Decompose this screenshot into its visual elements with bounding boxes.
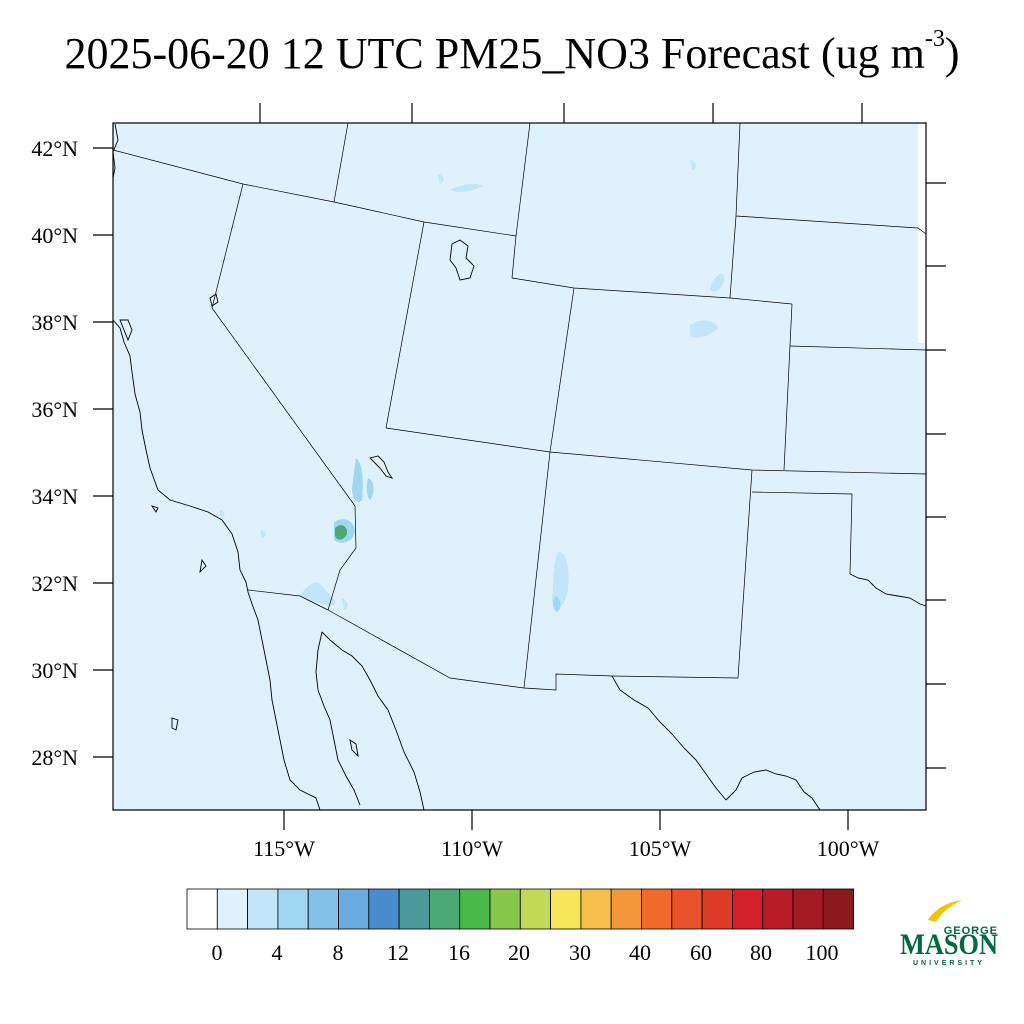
colorbar-box <box>792 888 824 930</box>
lat-label: 34°N <box>31 484 78 509</box>
colorbar-label: 30 <box>569 940 591 965</box>
lat-label: 40°N <box>31 223 78 248</box>
colorbar-label: 80 <box>750 940 772 965</box>
colorbar-box <box>822 888 854 930</box>
colorbar-box <box>368 888 400 930</box>
colorbar-label: 100 <box>806 940 839 965</box>
title-suffix: ) <box>944 29 960 78</box>
colorbar-label: 40 <box>629 940 651 965</box>
colorbar-label: 0 <box>212 940 223 965</box>
map-frame <box>112 122 927 811</box>
colorbar-box <box>216 888 249 930</box>
lat-label: 28°N <box>31 745 78 770</box>
lon-label: 110°W <box>441 836 503 861</box>
logo-bottom-text: UNIVERSITY <box>913 960 985 967</box>
lat-labels: 42°N 40°N 38°N 36°N 34°N 32°N 30°N 28°N <box>31 136 78 770</box>
lon-label: 115°W <box>253 836 315 861</box>
colorbar-box <box>732 888 764 930</box>
map-edge-strip <box>918 123 926 343</box>
colorbar-label: 8 <box>333 940 344 965</box>
lat-label: 38°N <box>31 310 78 335</box>
colorbar-label: 20 <box>508 940 530 965</box>
logo-top-text: GEORGE <box>944 925 998 937</box>
colorbar-label: 4 <box>272 940 283 965</box>
colorbar-labels: 0 4 8 12 16 20 30 40 60 80 100 <box>212 940 839 965</box>
top-ticks <box>259 103 863 123</box>
lat-label: 32°N <box>31 571 78 596</box>
colorbar-box <box>701 888 733 930</box>
colorbar-box <box>186 888 218 930</box>
colorbar-box <box>338 888 370 930</box>
lat-label: 36°N <box>31 397 78 422</box>
colorbar-box <box>277 888 309 930</box>
colorbar-label: 12 <box>387 940 409 965</box>
title-text: 2025-06-20 12 UTC PM25_NO3 Forecast (ug … <box>64 29 925 78</box>
colorbar-label: 60 <box>690 940 712 965</box>
lon-label: 100°W <box>817 836 880 861</box>
left-ticks <box>93 147 113 758</box>
colorbar-box <box>671 888 703 930</box>
colorbar <box>186 888 854 930</box>
colorbar-box <box>519 888 551 930</box>
map-background <box>113 123 926 810</box>
concentration-patches <box>220 160 725 612</box>
colorbar-box <box>641 888 673 930</box>
colorbar-box <box>550 888 582 930</box>
state-borders <box>112 122 927 691</box>
colorbar-box <box>247 888 279 930</box>
logo-main-text: MASON <box>900 928 998 961</box>
colorbar-box <box>762 888 794 930</box>
colorbar-box <box>459 888 491 930</box>
gmu-logo: GEORGE MASON UNIVERSITY <box>900 900 998 967</box>
lon-label: 105°W <box>629 836 692 861</box>
colorbar-label: 16 <box>448 940 470 965</box>
lat-label: 42°N <box>31 136 78 161</box>
colorbar-box <box>610 888 642 930</box>
colorbar-box <box>489 888 521 930</box>
colorbar-box <box>307 888 339 930</box>
map-title: 2025-06-20 12 UTC PM25_NO3 Forecast (ug … <box>0 26 1024 79</box>
lon-labels: 115°W 110°W 105°W 100°W <box>253 836 879 861</box>
colorbar-box <box>580 888 612 930</box>
right-ticks <box>926 182 946 769</box>
title-superscript: -3 <box>924 26 945 53</box>
colorbar-box <box>428 888 461 930</box>
lat-label: 30°N <box>31 658 78 683</box>
bottom-ticks <box>283 810 849 830</box>
colorbar-box <box>398 888 430 930</box>
logo-flame <box>928 900 962 922</box>
